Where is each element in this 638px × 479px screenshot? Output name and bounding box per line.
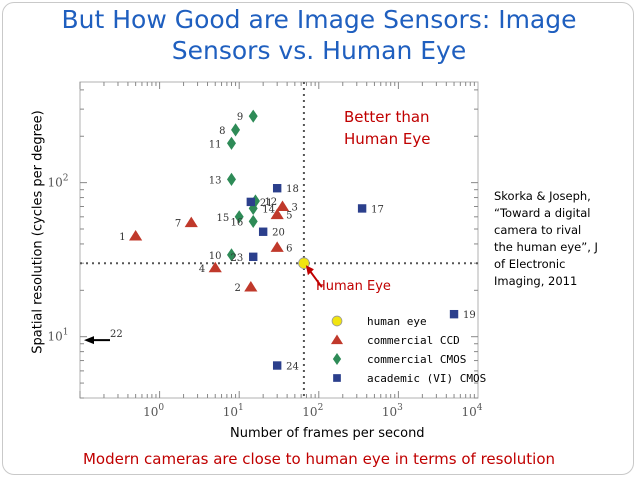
legend-entry: commercial CCD bbox=[367, 334, 460, 347]
data-point-diamond bbox=[248, 214, 258, 229]
legend-marker-triangle bbox=[330, 334, 344, 345]
x-axis-label: Number of frames per second bbox=[230, 426, 425, 441]
slide-caption: Modern cameras are close to human eye in… bbox=[82, 450, 556, 468]
data-point-triangle bbox=[275, 200, 290, 211]
citation-line-5: of Electronic bbox=[494, 257, 566, 271]
point-label: 24 bbox=[286, 362, 299, 373]
data-point-triangle bbox=[270, 241, 284, 252]
point-label: 20 bbox=[272, 228, 285, 239]
data-point-diamond bbox=[248, 109, 258, 123]
y-tick-label: 101 bbox=[47, 328, 68, 344]
point-label: 6 bbox=[286, 243, 292, 254]
data-point-triangle bbox=[129, 230, 143, 241]
point-label: 18 bbox=[286, 184, 299, 195]
point-label: 15 bbox=[216, 213, 229, 224]
point-label: 23 bbox=[230, 253, 243, 264]
data-point-square bbox=[449, 309, 459, 319]
slide-frame bbox=[2, 2, 634, 475]
reference-lines bbox=[80, 82, 478, 398]
plot-area bbox=[79, 81, 479, 399]
legend-marker-square bbox=[333, 374, 341, 382]
data-point-square bbox=[258, 227, 268, 236]
point-label: 13 bbox=[209, 175, 222, 186]
human-eye-arrowhead bbox=[305, 265, 314, 276]
point-label: 22 bbox=[110, 329, 123, 340]
data-point-diamond bbox=[226, 248, 236, 262]
point-label: 9 bbox=[237, 112, 243, 123]
data-point-triangle bbox=[184, 216, 198, 228]
point-label: 4 bbox=[199, 264, 205, 275]
better-note-line-1: Better than bbox=[344, 108, 430, 126]
point-label: 16 bbox=[230, 217, 243, 228]
point-label: 17 bbox=[371, 204, 384, 215]
point-label: 11 bbox=[209, 139, 222, 150]
data-point-diamond bbox=[226, 136, 236, 150]
y-axis-label: Spatial resolution (cycles per degree) bbox=[30, 110, 46, 354]
point-label: 19 bbox=[463, 310, 476, 321]
point-label: 14 bbox=[262, 204, 275, 215]
x-tick-label: 100 bbox=[143, 403, 164, 419]
data-point-diamond bbox=[234, 210, 244, 224]
point-label: 3 bbox=[292, 202, 298, 213]
citation-line-1: Skorka & Joseph, bbox=[494, 189, 591, 203]
citation-line-4: the human eye”, J bbox=[494, 240, 598, 254]
data-point-square bbox=[272, 361, 282, 370]
point-label: 5 bbox=[286, 211, 292, 222]
citation: Skorka & Joseph, “Toward a digital camer… bbox=[494, 188, 634, 290]
point-label: 10 bbox=[209, 251, 222, 262]
better-note-line-2: Human Eye bbox=[344, 130, 431, 148]
data-point-triangle bbox=[244, 281, 258, 292]
citation-line-2: “Toward a digital bbox=[494, 206, 591, 220]
slide-title-line-2: Sensors vs. Human Eye bbox=[171, 36, 467, 65]
legend: human eye commercial CCD commercial CMOS ac… bbox=[330, 315, 486, 385]
point-label: 7 bbox=[175, 219, 181, 230]
legend-entry: commercial CMOS bbox=[367, 353, 466, 366]
data-point-triangle bbox=[270, 208, 284, 220]
better-than-eye-note: Better than Human Eye bbox=[344, 106, 430, 150]
data-point-square bbox=[246, 197, 256, 207]
legend-marker-circle bbox=[331, 315, 343, 327]
data-point-triangle bbox=[208, 261, 222, 273]
legend-entry: academic (VI) CMOS bbox=[367, 372, 486, 385]
x-tick-label: 101 bbox=[223, 403, 244, 419]
point-label: 12 bbox=[264, 197, 277, 208]
legend-marker-diamond bbox=[332, 352, 342, 366]
data-point-square bbox=[249, 252, 258, 262]
data-point-diamond bbox=[226, 172, 236, 186]
legend-entry: human eye bbox=[367, 315, 427, 328]
offscale-arrowhead bbox=[84, 336, 94, 345]
point-label: 1 bbox=[119, 232, 125, 243]
human-eye-label: Human Eye bbox=[316, 279, 391, 294]
point-label: 8 bbox=[219, 126, 225, 137]
slide-title: But How Good are Image Sensors: Image Se… bbox=[10, 4, 628, 66]
data-point-diamond bbox=[231, 123, 241, 137]
citation-line-3: camera to rival bbox=[494, 223, 582, 237]
x-tick-label: 104 bbox=[461, 403, 482, 419]
citation-line-6: Imaging, 2011 bbox=[494, 274, 578, 288]
point-label: 21 bbox=[260, 198, 273, 209]
x-tick-label: 102 bbox=[302, 403, 323, 419]
data-point-square bbox=[272, 184, 282, 193]
point-label: 2 bbox=[234, 283, 240, 294]
x-tick-label: 103 bbox=[382, 403, 403, 419]
data-point-square bbox=[357, 204, 367, 213]
y-tick-label: 102 bbox=[47, 174, 68, 190]
slide-title-line-1: But How Good are Image Sensors: Image bbox=[61, 5, 577, 34]
